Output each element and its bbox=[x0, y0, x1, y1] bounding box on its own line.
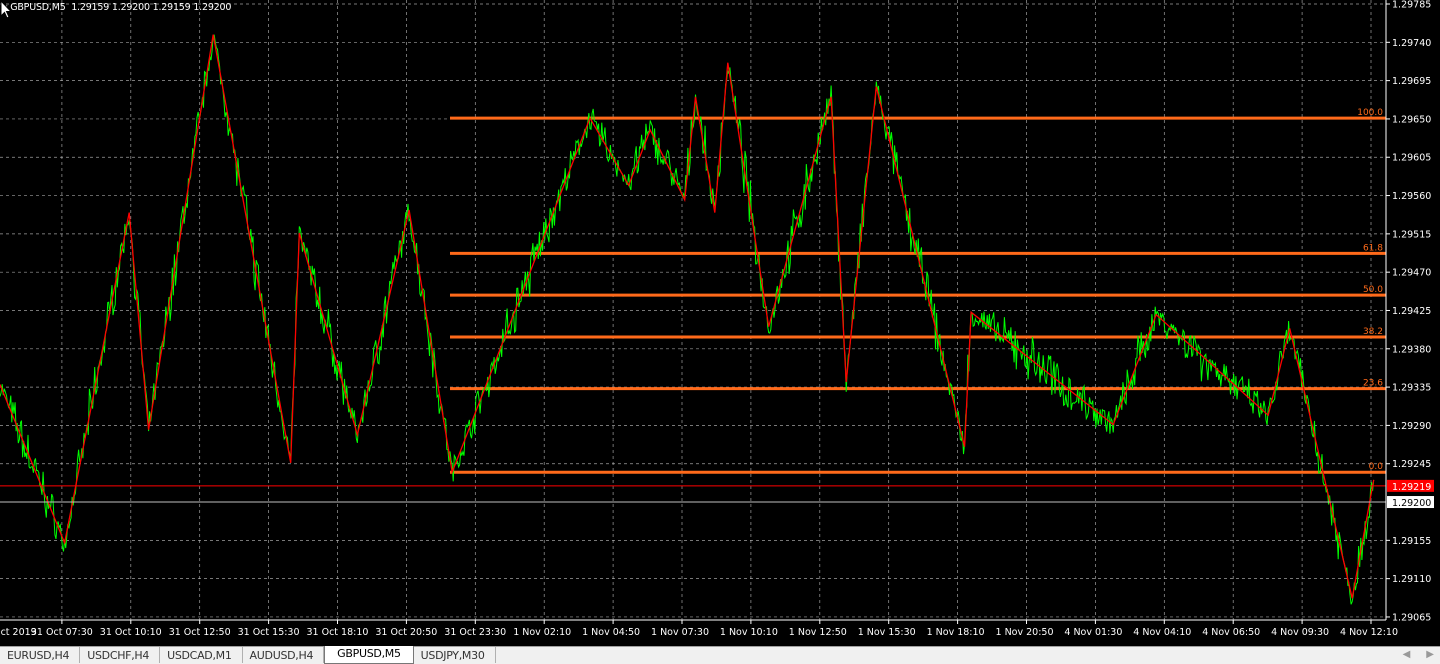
price-axis-label: 1.29785 bbox=[1392, 0, 1431, 11]
time-axis-label: 31 Oct 18:10 bbox=[307, 627, 369, 638]
fibo-level-label: 50.0 bbox=[1363, 285, 1383, 295]
fibo-level-label: 0.0 bbox=[1369, 462, 1384, 472]
price-axis-label: 1.29155 bbox=[1392, 536, 1431, 547]
time-axis-label: 1 Nov 07:30 bbox=[651, 627, 709, 638]
time-axis-label: 1 Nov 02:10 bbox=[513, 627, 571, 638]
tab-eurusd-h4[interactable]: EURUSD,H4 bbox=[0, 647, 81, 663]
zigzag-indicator-line bbox=[0, 34, 1375, 599]
scroll-left-icon[interactable]: ◀ bbox=[1402, 649, 1411, 660]
price-axis-label: 1.29650 bbox=[1392, 114, 1431, 125]
fibo-level-label: 100.0 bbox=[1357, 108, 1383, 118]
time-axis-label: 1 Nov 10:10 bbox=[720, 627, 778, 638]
time-axis-label: 31 Oct 2019 bbox=[0, 627, 37, 638]
time-axis-label: 31 Oct 10:10 bbox=[100, 627, 162, 638]
tab-usdchf-h4[interactable]: USDCHF,H4 bbox=[80, 647, 161, 663]
price-chart[interactable]: 1.29785 1.29740 1.29695 1.29650 1.29605 1.295… bbox=[0, 0, 1440, 646]
fibo-level-label: 61.8 bbox=[1363, 243, 1383, 253]
time-axis-label: 1 Nov 18:10 bbox=[927, 627, 985, 638]
tab-audusd-h4[interactable]: AUDUSD,H4 bbox=[243, 647, 325, 663]
price-axis-label: 1.29380 bbox=[1392, 344, 1431, 355]
time-axis-label: 31 Oct 15:30 bbox=[238, 627, 300, 638]
bid-price-badge bbox=[1387, 496, 1434, 509]
time-axis-label: 1 Nov 04:50 bbox=[582, 627, 640, 638]
price-series-line bbox=[0, 34, 1375, 605]
time-axis-label: 4 Nov 01:30 bbox=[1064, 627, 1122, 638]
price-axis-label: 1.29515 bbox=[1392, 229, 1431, 240]
price-axis-label: 1.29065 bbox=[1392, 612, 1431, 623]
chart-header: ▼GBPUSD,M5 1.29159 1.29200 1.29159 1.292… bbox=[2, 2, 231, 13]
time-axis-label: 31 Oct 23:30 bbox=[444, 627, 506, 638]
fibo-level-label: 23.6 bbox=[1363, 379, 1383, 389]
tab-usdcad-m1[interactable]: USDCAD,M1 bbox=[160, 647, 243, 663]
time-axis-label: 31 Oct 20:50 bbox=[375, 627, 437, 638]
price-axis-label: 1.29245 bbox=[1392, 459, 1431, 470]
tab-gbpusd-m5[interactable]: GBPUSD,M5 bbox=[324, 646, 414, 664]
time-axis-label: 4 Nov 09:30 bbox=[1271, 627, 1329, 638]
chart-symbol: GBPUSD,M5 bbox=[10, 2, 66, 13]
time-axis-label: 1 Nov 12:50 bbox=[789, 627, 847, 638]
time-axis-label: 1 Nov 15:30 bbox=[858, 627, 916, 638]
scroll-right-icon[interactable]: ▶ bbox=[1426, 649, 1434, 660]
time-axis-label: 31 Oct 12:50 bbox=[169, 627, 231, 638]
price-axis-label: 1.29425 bbox=[1392, 306, 1431, 317]
chart-canvas[interactable]: 1.29785 1.29740 1.29695 1.29650 1.29605 1.295… bbox=[0, 0, 1440, 646]
chart-tabs: EURUSD,H4 USDCHF,H4 USDCAD,M1 AUDUSD,H4 … bbox=[0, 646, 1440, 664]
price-axis-label: 1.29290 bbox=[1392, 421, 1431, 432]
time-axis-label: 4 Nov 06:50 bbox=[1202, 627, 1260, 638]
price-axis-label: 1.29335 bbox=[1392, 383, 1431, 394]
time-axis-label: 4 Nov 04:10 bbox=[1133, 627, 1191, 638]
price-axis-label: 1.29560 bbox=[1392, 191, 1431, 202]
bid-price-label: 1.29200 bbox=[1392, 498, 1431, 509]
chart-ohlc: 1.29159 1.29200 1.29159 1.29200 bbox=[71, 2, 232, 13]
price-axis-label: 1.29740 bbox=[1392, 38, 1431, 49]
ask-price-badge bbox=[1387, 479, 1434, 492]
tab-usdjpy-m30[interactable]: USDJPY,M30 bbox=[414, 647, 496, 663]
price-axis-label: 1.29470 bbox=[1392, 268, 1431, 279]
mouse-cursor-icon bbox=[0, 0, 13, 19]
time-axis-label: 31 Oct 07:30 bbox=[31, 627, 93, 638]
price-axis-label: 1.29605 bbox=[1392, 153, 1431, 164]
time-axis-label: 1 Nov 20:50 bbox=[996, 627, 1054, 638]
price-axis-label: 1.29110 bbox=[1392, 574, 1431, 585]
time-axis-label: 4 Nov 12:10 bbox=[1340, 627, 1398, 638]
ask-price-label: 1.29219 bbox=[1392, 482, 1431, 493]
fibo-level-label: 38.2 bbox=[1363, 327, 1383, 337]
price-axis-label: 1.29695 bbox=[1392, 76, 1431, 87]
